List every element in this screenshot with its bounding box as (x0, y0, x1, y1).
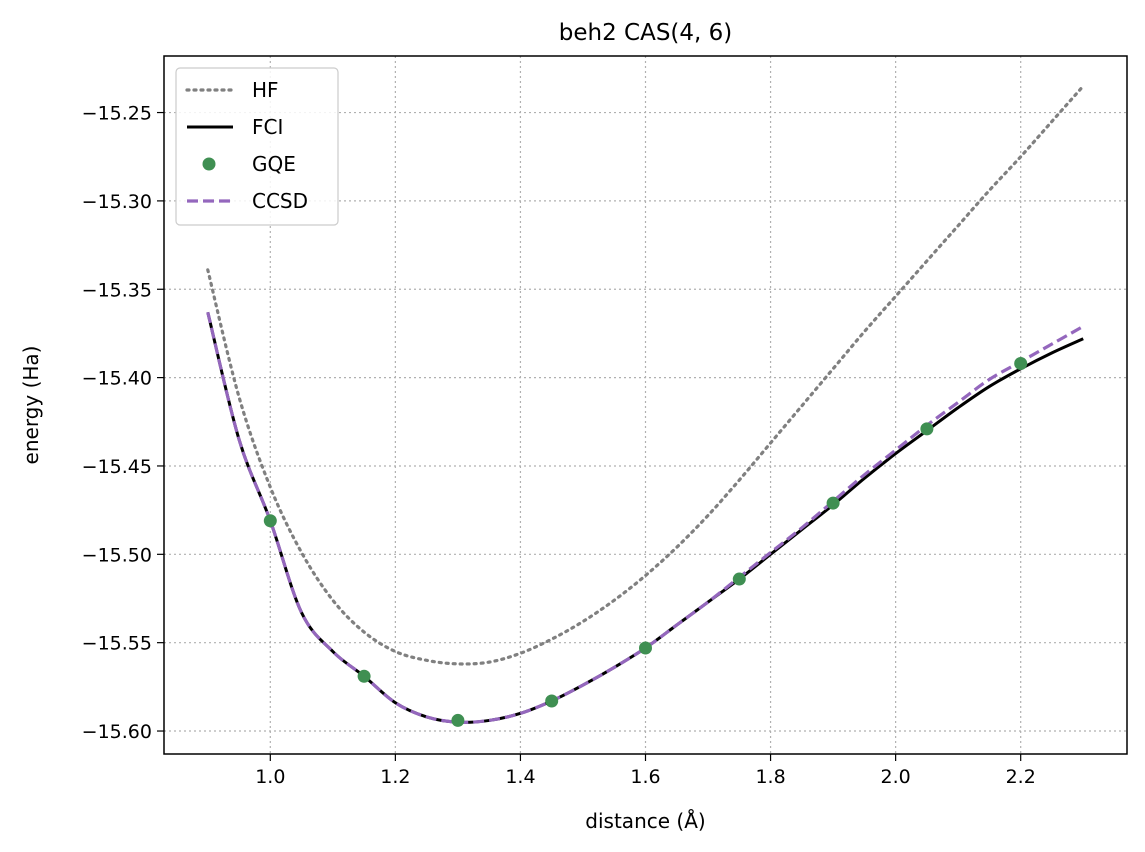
x-axis-label: distance (Å) (585, 809, 705, 833)
legend-fci-label: FCI (252, 115, 283, 139)
y-tick-label: −15.40 (82, 368, 152, 390)
gqe-point (826, 496, 840, 510)
x-tick-label: 1.0 (255, 766, 285, 788)
y-tick-label: −15.35 (82, 279, 152, 301)
gqe-point (357, 669, 371, 683)
y-tick-label: −15.45 (82, 456, 152, 478)
gqe-point (545, 694, 559, 708)
legend-hf-label: HF (252, 78, 279, 102)
x-tick-label: 1.6 (630, 766, 660, 788)
axis-ticks: 1.0 1.2 1.4 1.6 1.8 2.0 2.2 −15.25 −15.30 −15.35 −… (82, 103, 1036, 788)
y-tick-label: −15.30 (82, 191, 152, 213)
x-tick-label: 2.0 (881, 766, 911, 788)
gqe-point (732, 572, 746, 586)
y-tick-label: −15.50 (82, 544, 152, 566)
legend: HF FCI GQE CCSD (175, 67, 339, 226)
y-tick-label: −15.25 (82, 103, 152, 125)
legend-gqe-label: GQE (252, 152, 296, 176)
ccsd-line (206, 311, 1085, 724)
x-tick-label: 2.2 (1006, 766, 1036, 788)
x-tick-label: 1.8 (755, 766, 785, 788)
series-layer (206, 84, 1085, 727)
gqe-point (639, 641, 652, 655)
gqe-point (1014, 356, 1028, 370)
y-tick-label: −15.55 (82, 633, 152, 655)
legend-box (175, 67, 339, 226)
gqe-point (451, 713, 465, 727)
gqe-point (920, 422, 934, 436)
chart-title: beh2 CAS(4, 6) (559, 20, 733, 46)
x-tick-label: 1.2 (380, 766, 410, 788)
legend-gqe-marker (202, 157, 216, 171)
y-axis-label: energy (Ha) (19, 346, 43, 465)
legend-ccsd-label: CCSD (252, 189, 308, 213)
hf-line (206, 84, 1085, 666)
y-tick-label: −15.60 (82, 721, 152, 743)
x-tick-label: 1.4 (505, 766, 535, 788)
gqe-point (263, 514, 277, 528)
